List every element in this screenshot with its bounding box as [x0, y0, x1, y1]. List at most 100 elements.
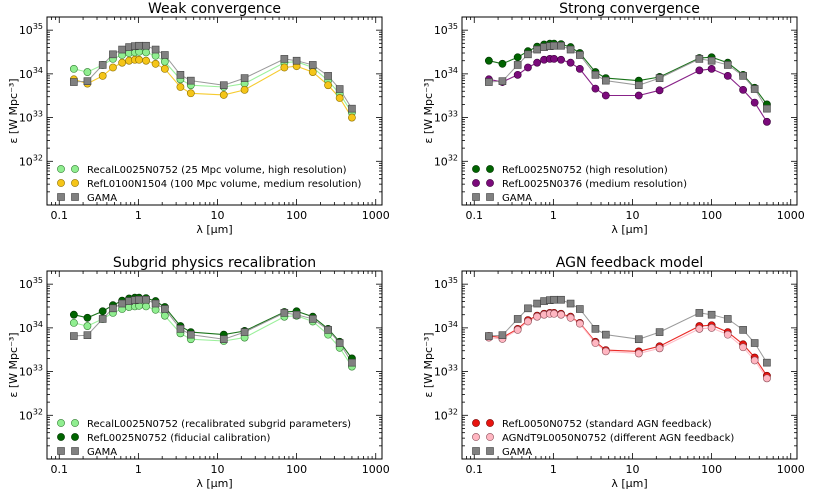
- y-tick-exponent: 35: [33, 276, 43, 285]
- y-tick-base: 10: [19, 155, 33, 168]
- legend-marker-0: [57, 165, 65, 173]
- data-point-gama-1: [83, 77, 92, 85]
- legend-marker-0: [486, 419, 494, 427]
- y-tick-label: 1033: [19, 110, 43, 125]
- y-tick-base: 10: [434, 24, 448, 37]
- legend-marker-0: [57, 419, 65, 427]
- y-tick-base: 10: [434, 112, 448, 125]
- y-tick-base: 10: [434, 322, 448, 335]
- chart-title: Strong convergence: [559, 1, 700, 17]
- data-point-s1-1: [83, 313, 92, 322]
- data-point-s1-11: [176, 83, 185, 91]
- data-point-gama-0: [70, 332, 78, 340]
- data-point-s1-13: [634, 349, 643, 358]
- legend-label-2: GAMA: [87, 193, 117, 204]
- data-point-s1-20: [763, 374, 771, 383]
- x-tick-label: 1000: [777, 209, 805, 222]
- data-point-gama-12: [187, 76, 195, 85]
- data-point-gama-13: [219, 81, 228, 90]
- x-tick-label: 100: [701, 209, 722, 222]
- data-point-gama-12: [602, 76, 610, 85]
- data-point-s1-9: [151, 59, 160, 68]
- data-point-gama-15: [695, 309, 704, 317]
- data-point-gama-18: [324, 326, 332, 334]
- legend-marker-gama: [57, 447, 65, 455]
- y-tick-exponent: 32: [33, 407, 43, 416]
- y-tick-label: 1032: [434, 407, 458, 422]
- legend-marker-1: [57, 433, 65, 441]
- data-point-s1-8: [142, 56, 150, 65]
- x-axis-label: λ [μm]: [611, 223, 647, 236]
- y-tick-label: 1033: [434, 364, 458, 379]
- y-tick-label: 1035: [19, 276, 43, 291]
- data-point-gama-4: [533, 299, 541, 308]
- y-axis-label: ε [W Mpc⁻³]: [422, 78, 435, 143]
- data-point-gama-7: [135, 41, 143, 50]
- y-tick-exponent: 33: [33, 110, 43, 119]
- x-tick-label: 0.1: [51, 463, 69, 476]
- data-point-s1-17: [723, 330, 732, 339]
- data-point-gama-8: [557, 295, 565, 304]
- y-tick-exponent: 32: [33, 153, 43, 162]
- data-point-gama-8: [142, 295, 150, 304]
- data-point-s1-2: [513, 70, 522, 79]
- data-point-gama-3: [109, 304, 117, 313]
- y-tick-exponent: 35: [448, 22, 458, 31]
- data-point-s1-10: [575, 319, 584, 328]
- data-point-gama-7: [550, 295, 558, 304]
- data-point-s1-8: [557, 310, 565, 319]
- data-point-s1-15: [695, 324, 704, 333]
- data-point-s1-7: [550, 309, 558, 318]
- x-tick-label: 100: [701, 463, 722, 476]
- legend-label-1: RefL0025N0376 (medium resolution): [502, 179, 687, 190]
- chart-title: AGN feedback model: [556, 255, 703, 271]
- data-point-gama-19: [750, 85, 759, 93]
- data-point-gama-7: [550, 41, 558, 50]
- data-point-s0-1: [83, 68, 92, 76]
- chart-title: Subgrid physics recalibration: [113, 255, 316, 271]
- x-tick-label: 0.1: [466, 209, 484, 222]
- data-point-gama-2: [98, 315, 107, 323]
- y-tick-label: 1032: [434, 153, 458, 168]
- y-tick-base: 10: [19, 409, 33, 422]
- x-tick-label: 100: [286, 209, 307, 222]
- data-point-gama-1: [83, 331, 92, 339]
- y-tick-base: 10: [434, 155, 448, 168]
- legend-marker-1: [486, 433, 494, 441]
- legend-marker-gama: [486, 447, 494, 455]
- y-tick-label: 1032: [19, 153, 43, 168]
- data-point-gama-11: [591, 71, 600, 79]
- y-tick-label: 1032: [19, 407, 43, 422]
- x-tick-label: 1: [135, 209, 142, 222]
- legend-marker-0: [472, 165, 480, 173]
- data-point-s1-4: [118, 58, 127, 67]
- data-point-s1-12: [601, 347, 610, 356]
- data-point-s1-4: [533, 58, 542, 67]
- legend-label-0: RecalL0025N0752 (recalibrated subgrid pa…: [87, 419, 351, 430]
- data-point-gama-15: [280, 309, 289, 317]
- data-point-s1-18: [324, 81, 333, 90]
- y-tick-exponent: 33: [448, 110, 458, 119]
- y-tick-base: 10: [19, 322, 33, 335]
- y-tick-base: 10: [434, 366, 448, 379]
- data-point-s0-2: [513, 53, 522, 62]
- data-point-gama-1: [498, 331, 507, 339]
- data-point-s0-0: [69, 318, 78, 327]
- legend-marker-gama: [472, 447, 480, 455]
- legend-marker-0: [472, 419, 480, 427]
- data-point-s1-2: [98, 71, 107, 80]
- y-tick-base: 10: [19, 366, 33, 379]
- data-point-s1-7: [550, 55, 558, 63]
- y-axis-label: ε [W Mpc⁻³]: [7, 78, 20, 143]
- y-tick-exponent: 35: [448, 276, 458, 285]
- data-point-s1-17: [723, 71, 732, 80]
- data-point-s1-3: [524, 317, 532, 326]
- data-point-gama-16: [707, 56, 716, 65]
- x-tick-label: 1000: [777, 463, 805, 476]
- data-point-gama-17: [723, 61, 732, 69]
- legend-label-2: GAMA: [502, 193, 532, 204]
- data-point-gama-18: [739, 326, 747, 334]
- legend-marker-1: [472, 179, 480, 187]
